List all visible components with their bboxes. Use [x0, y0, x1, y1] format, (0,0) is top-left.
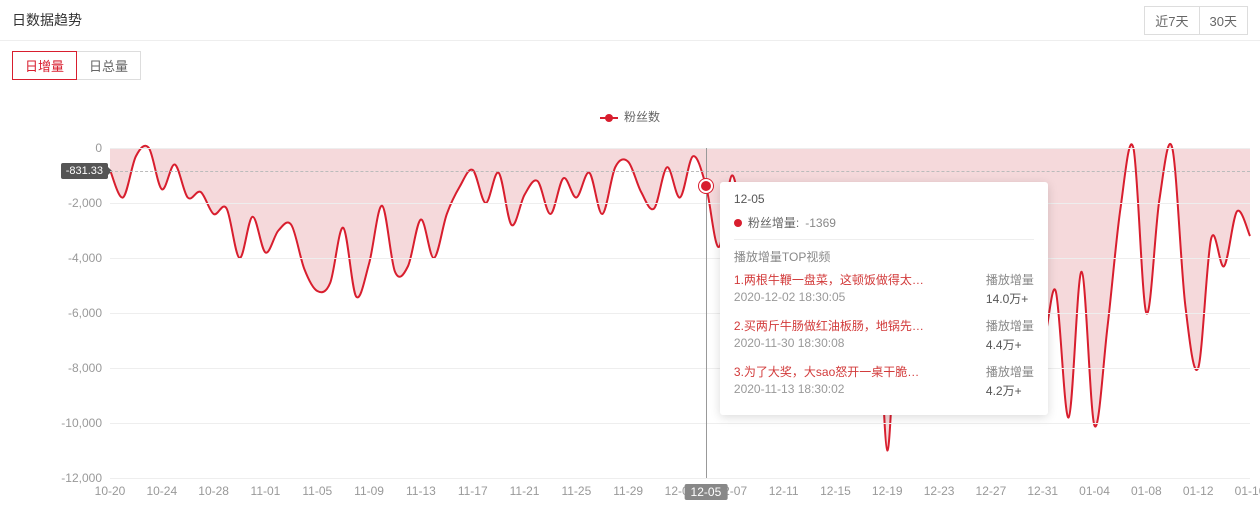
y-axis-label: -12,000 [61, 471, 102, 485]
tooltip-video-item: 2.买两斤牛肠做红油板肠，地锅先卤再… 2020-11-30 18:30:08 播放… [734, 317, 1034, 353]
x-axis-label: 12-31 [1027, 484, 1058, 498]
y-axis-label: -4,000 [68, 251, 102, 265]
tooltip-video-time: 2020-11-13 18:30:02 [734, 382, 972, 396]
x-axis-label: 11-21 [510, 484, 540, 498]
x-axis-label: 12-27 [976, 484, 1007, 498]
mode-tab-delta[interactable]: 日增量 [12, 51, 77, 80]
tooltip-play-label: 播放增量 [986, 363, 1034, 380]
legend-marker-icon [600, 117, 618, 119]
x-axis-label: 12-15 [820, 484, 851, 498]
x-axis: 10-2010-2410-2811-0111-0511-0911-1311-17… [110, 484, 1250, 500]
chart-tooltip: 12-05 粉丝增量: -1369 播放增量TOP视频 1.两根牛鞭一盘菜，这顿… [720, 182, 1048, 415]
hover-guideline [706, 148, 707, 478]
tooltip-video-item: 3.为了大奖，大sao怒开一桌干脆面，做… 2020-11-13 18:30:02… [734, 363, 1034, 399]
tooltip-metric-value: -1369 [805, 216, 836, 230]
x-axis-label: 01-04 [1079, 484, 1110, 498]
tooltip-play-value: 14.0万+ [986, 290, 1034, 307]
chart-legend: 粉丝数 [0, 108, 1260, 125]
x-axis-label: 10-28 [198, 484, 229, 498]
x-axis-label: 12-19 [872, 484, 903, 498]
y-axis-label: -8,000 [68, 361, 102, 375]
x-axis-label-active: 12-05 [685, 484, 728, 500]
x-axis-label: 01-16 [1235, 484, 1260, 498]
x-axis-label: 11-29 [613, 484, 643, 498]
tooltip-video-item: 1.两根牛鞭一盘菜，这顿饭做得太复杂… 2020-12-02 18:30:05 播放… [734, 271, 1034, 307]
y-axis-label: 0 [95, 141, 102, 155]
tooltip-video-title: 2.买两斤牛肠做红油板肠，地锅先卤再… [734, 317, 929, 334]
mode-tabs: 日增量 日总量 [0, 41, 1260, 90]
tooltip-video-title: 3.为了大奖，大sao怒开一桌干脆面，做… [734, 363, 929, 380]
y-axis-label: -10,000 [61, 416, 102, 430]
legend-label: 粉丝数 [624, 110, 660, 124]
x-axis-label: 11-09 [354, 484, 384, 498]
hover-point-icon [699, 179, 713, 193]
range-tabs: 近7天 30天 [1144, 6, 1248, 35]
x-axis-label: 11-13 [406, 484, 436, 498]
x-axis-label: 12-11 [769, 484, 799, 498]
range-tab-30d[interactable]: 30天 [1199, 6, 1248, 35]
range-tab-7d[interactable]: 近7天 [1144, 6, 1199, 35]
x-axis-label: 01-08 [1131, 484, 1162, 498]
panel-title: 日数据趋势 [12, 10, 82, 30]
tooltip-video-time: 2020-11-30 18:30:08 [734, 336, 972, 350]
avg-value-tag: -831.33 [61, 163, 108, 179]
mode-tab-total[interactable]: 日总量 [76, 51, 141, 80]
tooltip-video-time: 2020-12-02 18:30:05 [734, 290, 972, 304]
tooltip-section-title: 播放增量TOP视频 [734, 248, 1034, 265]
y-axis-label: -6,000 [68, 306, 102, 320]
tooltip-play-label: 播放增量 [986, 317, 1034, 334]
x-axis-label: 12-23 [924, 484, 955, 498]
x-axis-label: 10-24 [146, 484, 177, 498]
tooltip-metric-label: 粉丝增量: [748, 214, 799, 231]
trend-chart[interactable]: 10-2010-2410-2811-0111-0511-0911-1311-17… [60, 148, 1250, 478]
tooltip-date: 12-05 [734, 192, 1034, 206]
x-axis-label: 10-20 [95, 484, 126, 498]
x-axis-label: 11-25 [561, 484, 591, 498]
tooltip-play-value: 4.2万+ [986, 382, 1034, 399]
tooltip-play-label: 播放增量 [986, 271, 1034, 288]
x-axis-label: 01-12 [1183, 484, 1214, 498]
tooltip-play-value: 4.4万+ [986, 336, 1034, 353]
x-axis-label: 11-17 [458, 484, 488, 498]
y-axis-label: -2,000 [68, 196, 102, 210]
x-axis-label: 11-05 [302, 484, 332, 498]
tooltip-video-title: 1.两根牛鞭一盘菜，这顿饭做得太复杂… [734, 271, 929, 288]
tooltip-dot-icon [734, 219, 742, 227]
x-axis-label: 11-01 [251, 484, 281, 498]
